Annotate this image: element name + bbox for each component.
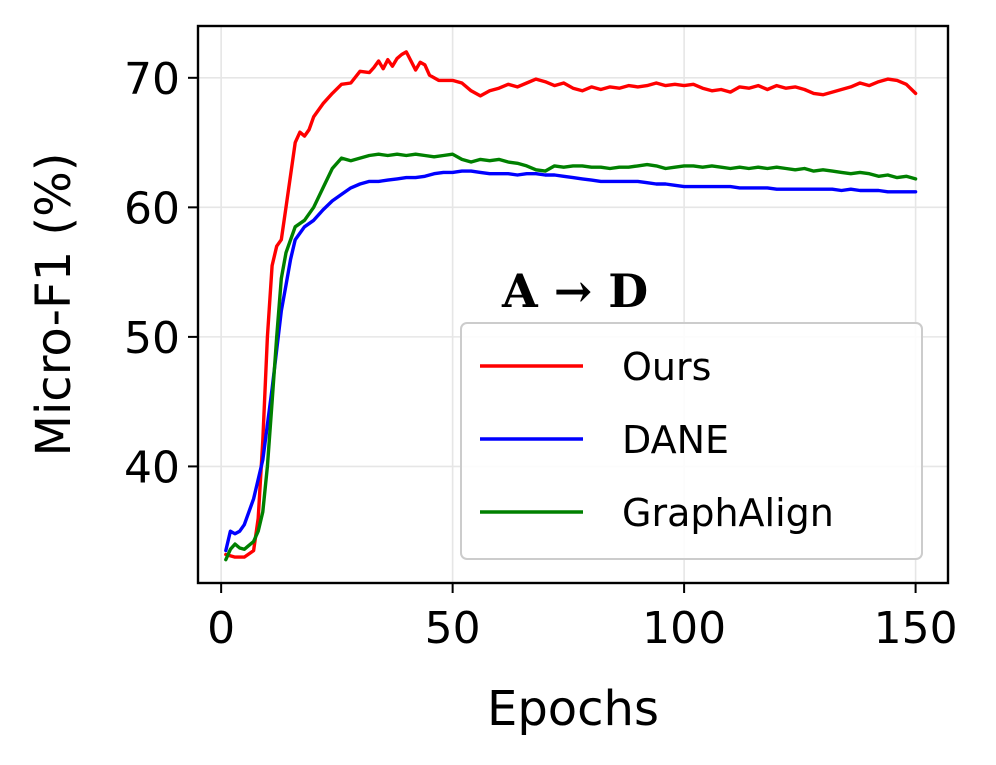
legend: Ours DANE GraphAlign — [460, 322, 923, 560]
plot-frame — [196, 24, 950, 585]
legend-label-graphalign: GraphAlign — [622, 491, 834, 535]
legend-label-dane: DANE — [622, 418, 729, 462]
series-line-dane — [224, 169, 918, 553]
y-tick-label: 40 — [124, 442, 180, 493]
series-line-ours — [224, 50, 918, 559]
legend-label-ours: Ours — [622, 345, 711, 389]
series-lines — [224, 50, 918, 562]
y-axis-label: Micro-F1 (%) — [26, 153, 82, 457]
domain-annotation: A → D — [501, 264, 648, 318]
series-line-graphalign — [224, 152, 918, 562]
legend-box — [460, 322, 923, 560]
y-tick-label: 50 — [124, 313, 180, 364]
x-axis-label: Epochs — [487, 681, 659, 737]
y-tick-label: 70 — [124, 54, 180, 105]
x-tick-label: 150 — [874, 603, 958, 654]
axis-ticks: 0 50 100 150 40 50 60 70 — [124, 54, 958, 654]
y-tick-label: 60 — [124, 183, 180, 234]
x-tick-label: 50 — [425, 603, 481, 654]
x-tick-label: 100 — [642, 603, 726, 654]
x-tick-label: 0 — [207, 603, 235, 654]
